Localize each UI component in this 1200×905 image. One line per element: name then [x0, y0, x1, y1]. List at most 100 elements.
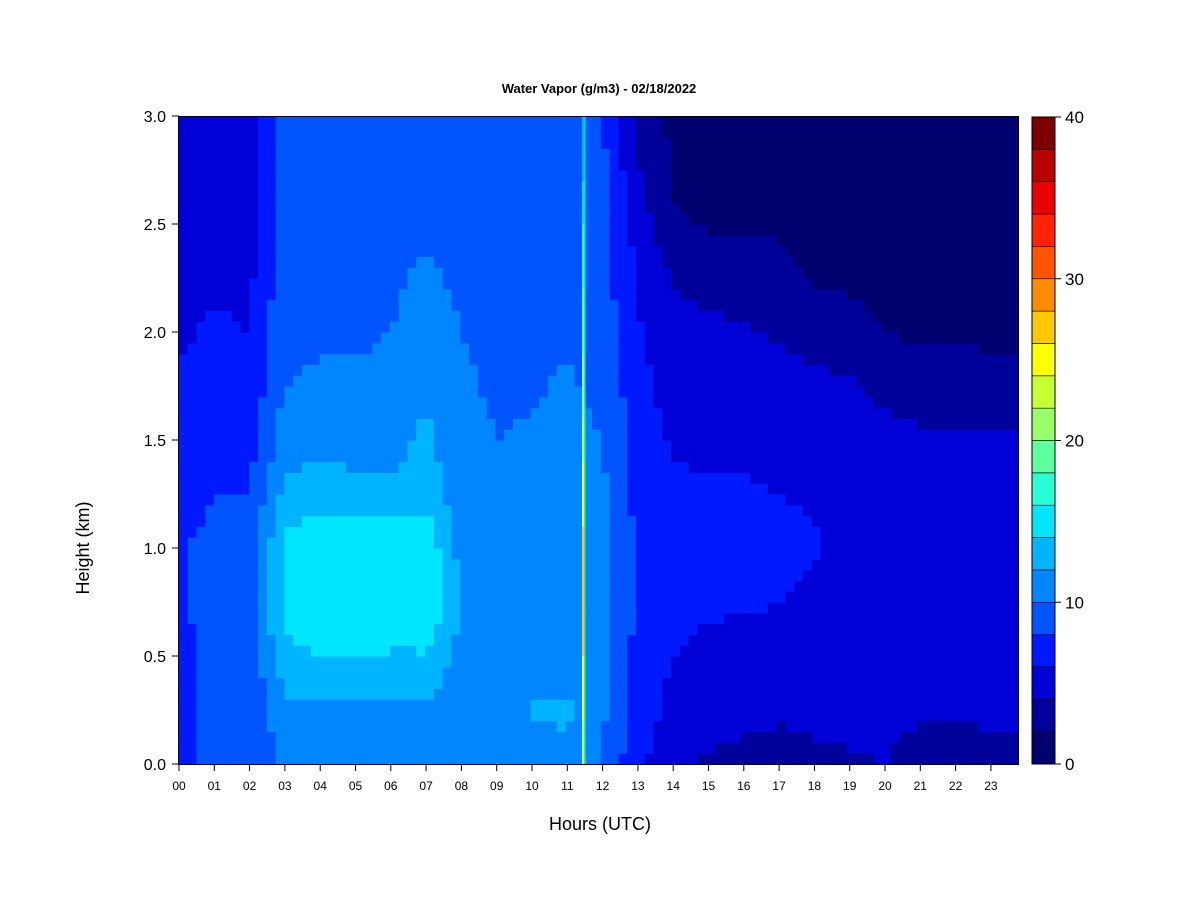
heatmap-cell — [785, 548, 795, 560]
heatmap-cell — [293, 742, 303, 754]
heatmap-cell — [258, 472, 268, 484]
heatmap-cell — [530, 753, 540, 765]
heatmap-cell — [750, 558, 760, 571]
heatmap-cell — [240, 602, 250, 614]
heatmap-cell — [767, 299, 778, 311]
heatmap-cell — [539, 170, 549, 182]
heatmap-cell — [495, 710, 505, 722]
heatmap-cell — [829, 677, 839, 689]
heatmap-cell — [416, 321, 426, 333]
heatmap-cell — [794, 537, 804, 549]
heatmap-cell — [635, 731, 646, 743]
heatmap-cell — [600, 191, 611, 203]
heatmap-cell — [750, 148, 760, 160]
heatmap-cell — [214, 450, 224, 463]
heatmap-cell — [354, 656, 365, 668]
heatmap-cell — [855, 537, 866, 549]
heatmap-cell — [266, 602, 277, 614]
heatmap-cell — [222, 224, 233, 236]
heatmap-cell — [785, 504, 795, 517]
heatmap-cell — [653, 666, 663, 679]
heatmap-cell — [715, 213, 725, 225]
heatmap-cell — [820, 548, 830, 560]
heatmap-cell — [275, 267, 286, 279]
heatmap-cell — [433, 202, 444, 214]
heatmap-cell — [811, 558, 822, 571]
heatmap-cell — [416, 342, 426, 355]
heatmap-cell — [328, 224, 338, 236]
heatmap-cell — [389, 720, 400, 733]
heatmap-cell — [319, 731, 329, 743]
heatmap-cell — [679, 537, 690, 549]
heatmap-cell — [882, 526, 892, 538]
heatmap-cell — [820, 364, 830, 376]
heatmap-cell — [425, 180, 435, 193]
heatmap-cell — [486, 634, 496, 646]
heatmap-cell — [451, 720, 461, 733]
heatmap-cell — [688, 202, 699, 214]
heatmap-cell — [767, 526, 778, 538]
heatmap-cell — [425, 245, 435, 257]
heatmap-cell — [565, 720, 576, 733]
heatmap-cell — [882, 364, 892, 376]
heatmap-cell — [759, 731, 769, 743]
heatmap-cell — [679, 170, 690, 182]
heatmap-cell — [398, 526, 409, 538]
heatmap-cell — [179, 256, 189, 268]
heatmap-cell — [433, 569, 444, 581]
heatmap-cell — [574, 461, 584, 473]
heatmap-cell — [890, 472, 901, 484]
heatmap-cell — [592, 602, 602, 614]
heatmap-cell — [266, 202, 277, 214]
heatmap-cell — [662, 321, 672, 333]
heatmap-cell — [688, 634, 699, 646]
heatmap-cell — [460, 688, 470, 700]
heatmap-cell — [820, 234, 830, 247]
heatmap-cell — [882, 515, 892, 527]
heatmap-cell — [319, 180, 329, 193]
heatmap-cell — [679, 666, 690, 679]
heatmap-cell — [328, 634, 338, 646]
heatmap-cell — [328, 137, 338, 149]
heatmap-cell — [302, 634, 312, 646]
heatmap-cell — [697, 321, 707, 333]
heatmap-cell — [214, 710, 224, 722]
heatmap-cell — [302, 299, 312, 311]
heatmap-cell — [732, 688, 743, 700]
heatmap-cell — [504, 288, 514, 301]
heatmap-cell — [354, 159, 365, 171]
heatmap-cell — [231, 645, 242, 657]
heatmap-cell — [548, 623, 558, 635]
heatmap-cell — [310, 634, 321, 646]
heatmap-cell — [732, 364, 743, 376]
heatmap-cell — [635, 418, 646, 430]
heatmap-cell — [539, 116, 549, 128]
heatmap-cell — [407, 234, 417, 247]
heatmap-cell — [196, 591, 206, 603]
heatmap-cell — [706, 537, 716, 549]
heatmap-cell — [811, 742, 822, 754]
heatmap-cell — [266, 116, 277, 128]
heatmap-cell — [697, 440, 707, 452]
heatmap-cell — [644, 310, 655, 322]
heatmap-cell — [715, 386, 725, 398]
heatmap-cell — [565, 213, 576, 225]
heatmap-cell — [715, 396, 725, 409]
heatmap-cell — [759, 353, 769, 365]
heatmap-cell — [820, 580, 830, 592]
heatmap-cell — [214, 299, 224, 311]
heatmap-cell — [846, 645, 857, 657]
heatmap-cell — [653, 537, 663, 549]
heatmap-cell — [679, 267, 690, 279]
heatmap-cell — [398, 170, 409, 182]
heatmap-cell — [873, 634, 883, 646]
heatmap-cell — [416, 288, 426, 301]
heatmap-cell — [521, 461, 532, 473]
heatmap-cell — [284, 202, 294, 214]
heatmap-cell — [214, 742, 224, 754]
heatmap-cell — [618, 666, 628, 679]
heatmap-cell — [293, 688, 303, 700]
heatmap-cell — [890, 591, 901, 603]
heatmap-cell — [433, 159, 444, 171]
heatmap-cell — [846, 299, 857, 311]
